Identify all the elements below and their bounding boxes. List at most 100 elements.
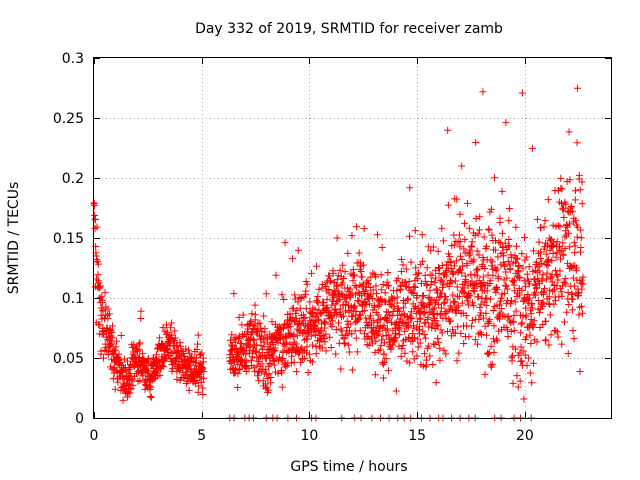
data-point xyxy=(397,268,405,276)
data-point xyxy=(505,242,513,250)
data-point xyxy=(332,326,340,334)
data-point xyxy=(571,187,579,195)
data-point xyxy=(528,304,536,312)
data-point xyxy=(515,273,523,281)
data-point xyxy=(482,301,490,309)
data-point xyxy=(194,331,202,339)
y-tick-label: 0.15 xyxy=(53,231,84,247)
data-point xyxy=(280,296,288,304)
data-point xyxy=(543,241,551,249)
data-point xyxy=(492,236,500,244)
data-point xyxy=(332,309,340,317)
data-point xyxy=(415,269,423,277)
data-point xyxy=(377,271,385,279)
data-point xyxy=(575,289,583,297)
data-point xyxy=(251,311,259,319)
data-point xyxy=(330,287,338,295)
data-point xyxy=(561,245,569,253)
y-tick-label: 0 xyxy=(75,411,84,427)
data-point xyxy=(379,360,387,368)
data-point xyxy=(441,293,449,301)
data-point xyxy=(338,279,346,287)
data-point xyxy=(479,88,487,96)
data-point xyxy=(501,281,509,289)
data-point xyxy=(312,343,320,351)
data-point xyxy=(303,335,311,343)
data-point xyxy=(367,290,375,298)
data-point xyxy=(578,178,586,186)
data-point xyxy=(439,278,447,286)
data-point xyxy=(104,314,112,322)
data-point xyxy=(235,351,243,359)
data-point xyxy=(527,310,535,318)
data-point xyxy=(322,330,330,338)
data-point xyxy=(129,381,137,389)
data-point xyxy=(509,352,517,360)
y-tick-label: 0.1 xyxy=(62,291,84,307)
data-point xyxy=(262,366,270,374)
data-point xyxy=(105,310,113,318)
data-point xyxy=(544,196,552,204)
data-point xyxy=(434,247,442,255)
data-point xyxy=(331,306,339,314)
data-point xyxy=(550,241,558,249)
data-point xyxy=(495,238,503,246)
data-point xyxy=(335,319,343,327)
data-point xyxy=(252,341,260,349)
data-point xyxy=(349,312,357,320)
data-point xyxy=(440,346,448,354)
data-point xyxy=(462,277,470,285)
data-point xyxy=(341,307,349,315)
data-point xyxy=(351,302,359,310)
data-point xyxy=(552,327,560,335)
data-point xyxy=(362,301,370,309)
data-point xyxy=(320,334,328,342)
data-point xyxy=(438,289,446,297)
data-point xyxy=(521,256,529,264)
data-point xyxy=(99,354,107,362)
data-point xyxy=(314,316,322,324)
data-point xyxy=(427,247,435,255)
data-point xyxy=(545,293,553,301)
data-point xyxy=(568,306,576,314)
data-point xyxy=(262,290,270,298)
data-point xyxy=(500,252,508,260)
data-point xyxy=(468,238,476,246)
data-point xyxy=(199,358,207,366)
data-point xyxy=(456,237,464,245)
data-point xyxy=(442,314,450,322)
data-point xyxy=(478,331,486,339)
data-point xyxy=(346,285,354,293)
data-point xyxy=(547,274,555,282)
data-point xyxy=(518,89,526,97)
data-point xyxy=(455,349,463,357)
axis-ticks xyxy=(94,58,611,419)
data-point xyxy=(546,246,554,254)
data-point xyxy=(444,126,452,134)
data-point xyxy=(540,285,548,293)
data-point xyxy=(266,359,274,367)
data-point xyxy=(504,257,512,265)
data-point xyxy=(579,273,587,281)
data-point xyxy=(153,367,161,375)
data-point xyxy=(447,258,455,266)
data-point xyxy=(462,312,470,320)
data-point xyxy=(393,293,401,301)
data-point xyxy=(279,325,287,333)
data-point xyxy=(425,342,433,350)
data-point xyxy=(108,334,116,342)
data-point xyxy=(250,336,258,344)
data-point xyxy=(322,347,330,355)
data-point xyxy=(450,262,458,270)
data-point xyxy=(578,276,586,284)
data-point xyxy=(176,338,184,346)
data-point xyxy=(460,245,468,253)
data-point xyxy=(261,325,269,333)
data-point xyxy=(227,359,235,367)
data-point xyxy=(502,119,510,127)
data-point xyxy=(560,278,568,286)
data-point xyxy=(454,323,462,331)
data-point xyxy=(235,313,243,321)
data-point xyxy=(434,321,442,329)
data-point xyxy=(542,336,550,344)
